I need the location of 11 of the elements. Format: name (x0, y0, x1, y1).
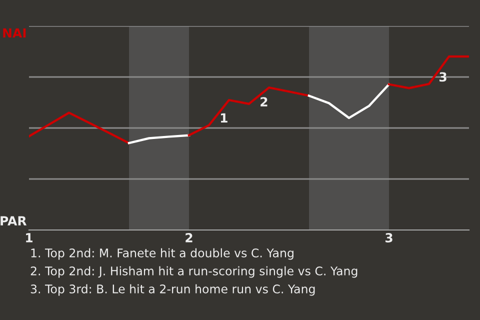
text: 1. Top 2nd: M. Fanete hit a double vs C. Yang (31, 248, 294, 260)
annotation: 3 (440, 72, 446, 82)
x-tick-label: 2 (186, 233, 192, 242)
x-tick-label: 3 (385, 233, 392, 242)
text: NAI (3, 28, 26, 38)
x-tick-label: 1 (26, 233, 32, 242)
text: PAR (0, 216, 27, 226)
text: 3. Top 3rd: B. Le hit a 2-run home run vs C. Yang (30, 284, 315, 296)
text: 2. Top 2nd: J. Hisham hit a run-scoring single vs C. Yang (30, 266, 358, 278)
annotation: 1 (220, 113, 228, 122)
annotation: 2 (260, 97, 268, 106)
